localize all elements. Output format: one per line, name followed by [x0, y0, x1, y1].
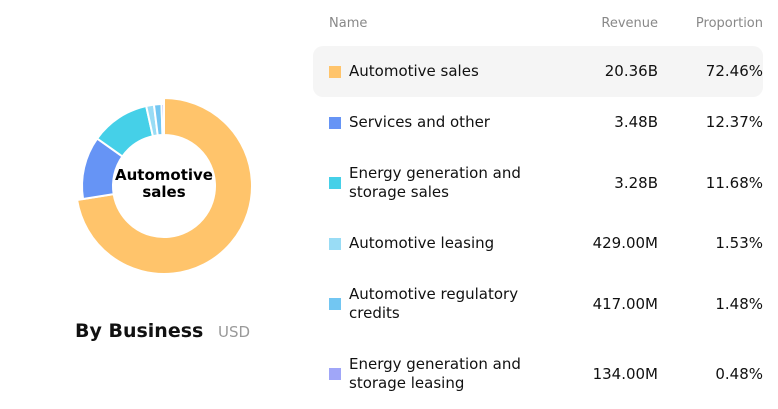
revenue-cell: 3.28B: [614, 173, 658, 192]
table-row[interactable]: Automotive leasing 429.00M 1.53%: [313, 218, 763, 269]
revenue-cell: 20.36B: [604, 62, 658, 80]
donut-slice[interactable]: [160, 102, 165, 137]
donut-slice[interactable]: [75, 96, 253, 275]
revenue-cell: 417.00M: [592, 294, 658, 313]
name-cell: Energy generation and storage leasing: [313, 355, 565, 393]
revenue-cell: 429.00M: [592, 234, 658, 252]
category-name: Automotive leasing: [349, 234, 495, 252]
proportion-cell: 1.48%: [715, 294, 763, 313]
legend-swatch: [329, 368, 341, 380]
legend-swatch: [329, 298, 341, 310]
category-name: Energy generation and storage leasing: [349, 355, 521, 392]
chart-subtitle: USD: [218, 323, 251, 341]
revenue-cell: 134.00M: [592, 364, 658, 383]
name-cell: Automotive leasing: [313, 234, 565, 253]
header-cell: Proportion: [695, 15, 763, 31]
donut-chart: [75, 96, 253, 275]
proportion-cell: 72.46%: [705, 62, 763, 80]
name-cell: Automotive regulatory credits: [313, 285, 565, 323]
legend-swatch: [329, 237, 341, 250]
table-row[interactable]: Energy generation and storage sales 3.28B…: [313, 148, 763, 218]
header-cell: Revenue: [601, 15, 658, 31]
proportion-cell: 11.68%: [705, 173, 763, 192]
chart-title: By Business: [75, 320, 204, 342]
proportion-cell: 0.48%: [715, 364, 763, 383]
name-cell: Energy generation and storage sales: [313, 164, 565, 202]
category-name: Automotive sales: [349, 62, 479, 80]
name-cell: Automotive sales: [313, 62, 565, 81]
legend-swatch: [329, 177, 341, 189]
proportion-cell: 1.53%: [715, 234, 763, 252]
legend-swatch: [329, 116, 341, 129]
table: Name Revenue Proportion Automotive sales…: [313, 0, 763, 409]
table-header: Name Revenue Proportion: [313, 0, 763, 46]
table-row[interactable]: Automotive sales 20.36B 72.46%: [313, 46, 763, 97]
center-label: Automotive sales: [115, 166, 213, 201]
header-cell: Name: [329, 15, 368, 31]
revenue-cell: 3.48B: [614, 113, 658, 131]
table-row[interactable]: Services and other 3.48B 12.37%: [313, 97, 763, 148]
proportion-cell: 12.37%: [705, 113, 763, 131]
table-row[interactable]: Energy generation and storage leasing 134…: [313, 339, 763, 409]
table-row[interactable]: Automotive regulatory credits 417.00M 1.48…: [313, 269, 763, 339]
name-cell: Services and other: [313, 113, 565, 132]
legend-swatch: [329, 65, 341, 78]
category-name: Services and other: [349, 113, 490, 131]
category-name: Energy generation and storage sales: [349, 164, 521, 201]
category-name: Automotive regulatory credits: [349, 285, 519, 322]
